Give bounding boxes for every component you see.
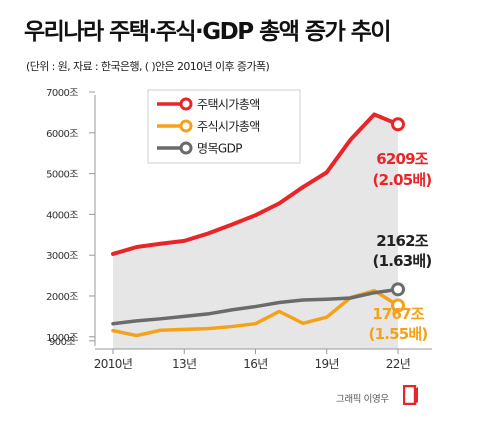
gdp-series-line [111, 287, 400, 326]
y-tick-label: 1000조 [46, 333, 78, 344]
x-tick-label: 16년 [243, 357, 268, 371]
stocks-ratio-label: (1.55배) [369, 325, 428, 343]
stocks-value-label: 1767조 [372, 305, 425, 323]
gdp-value-label: 2162조 [376, 232, 429, 250]
gdp-ratio-label: (1.63배) [373, 252, 432, 270]
y-tick-label: 4000조 [46, 210, 78, 221]
x-tick-label: 13년 [172, 357, 197, 371]
stocks-endpoint-marker [391, 298, 405, 313]
y-tick-label: 5000조 [46, 170, 78, 181]
housing-endpoint-marker [391, 117, 405, 132]
y-tick-label: 6000조 [46, 129, 78, 140]
graphic-credit: 그래픽 이영우 [336, 394, 389, 405]
housing-value-label: 6209조 [376, 150, 429, 168]
chart-subtitle: (단위 : 원, 자료 : 한국은행, ( )안은 2010년 이후 증가폭) [26, 60, 270, 73]
y-tick-label: 2000조 [46, 292, 78, 303]
chart-title: 우리나라 주택·주식·GDP 총액 증가 추이 [24, 19, 392, 45]
gdp-endpoint-marker [391, 282, 405, 297]
housing-ratio-label: (2.05배) [373, 171, 432, 189]
housing-legend-label: 주택시가총액 [197, 98, 260, 112]
x-tick-label: 19년 [314, 357, 339, 371]
stocks-legend-swatch-marker [179, 119, 193, 133]
stocks-legend-label: 주식시가총액 [197, 120, 260, 134]
y-tick-label: 900조 [49, 337, 75, 348]
gdp-legend-swatch-marker [179, 141, 193, 155]
gdp-legend-label: 명목GDP [197, 142, 242, 156]
housing-legend-swatch-marker [179, 97, 193, 111]
legend-box [147, 89, 301, 164]
publisher-logo-icon [403, 385, 418, 405]
housing-series-line [111, 112, 400, 256]
y-tick-label: 3000조 [46, 251, 78, 262]
y-tick-label: 7000조 [46, 88, 78, 99]
x-tick-label: 22년 [386, 357, 411, 371]
x-tick-label: 2010년 [94, 357, 133, 371]
